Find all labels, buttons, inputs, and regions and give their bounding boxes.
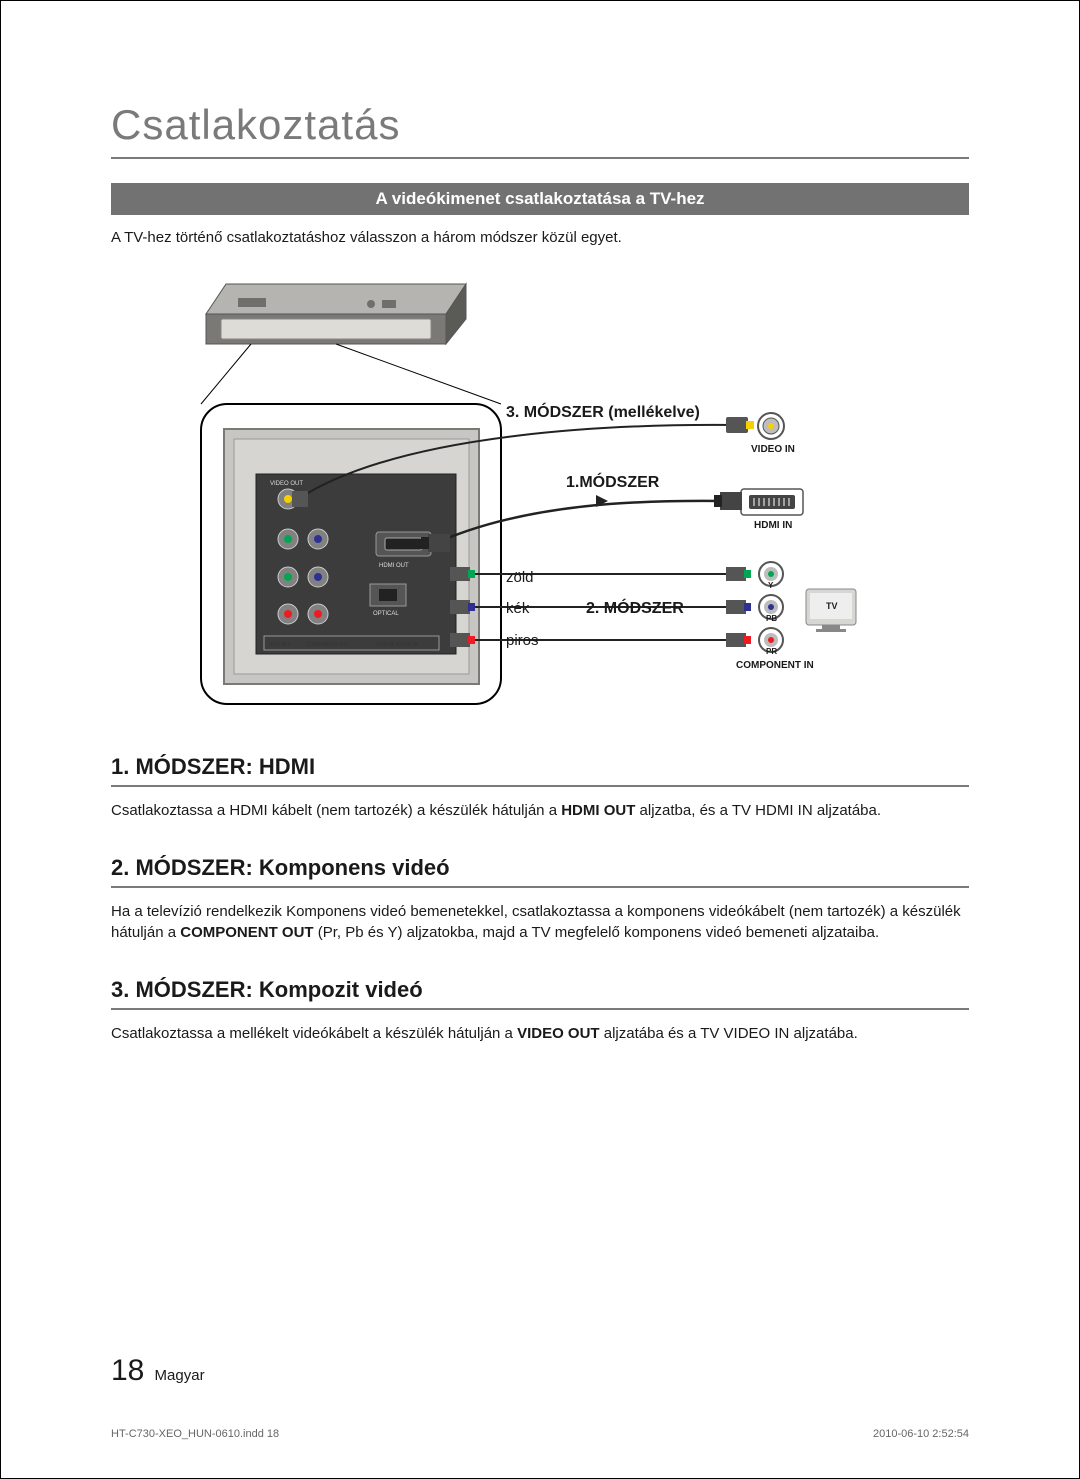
method2-heading: 2. MÓDSZER: Komponens videó [111, 855, 969, 888]
pr-label: PR [766, 647, 777, 656]
back-panel-icon: VIDEO OUT HDMI OUT OPTICAL AUX IN 2 COMP… [201, 404, 501, 704]
method3-heading: 3. MÓDSZER: Kompozit videó [111, 977, 969, 1010]
tv-component-in-icon [759, 562, 783, 652]
section-header: A videókimenet csatlakoztatása a TV-hez [111, 183, 969, 215]
language-label: Magyar [155, 1367, 205, 1384]
method3-body: Csatlakoztassa a mellékelt videókábelt a… [111, 1024, 969, 1044]
method1-body: Csatlakoztassa a HDMI kábelt (nem tartoz… [111, 801, 969, 821]
svg-text:OPTICAL: OPTICAL [373, 611, 399, 617]
method1-heading: 1. MÓDSZER: HDMI [111, 754, 969, 787]
connection-diagram: VIDEO OUT HDMI OUT OPTICAL AUX IN 2 COMP… [166, 274, 866, 714]
diagram-method3-label: 3. MÓDSZER (mellékelve) [506, 404, 700, 422]
svg-text:VIDEO OUT: VIDEO OUT [270, 481, 303, 487]
pb-label: PB [766, 614, 777, 623]
method2-text-bold: COMPONENT OUT [180, 924, 313, 941]
diagram-green-label: zöld [506, 569, 534, 586]
hdmi-in-label: HDMI IN [754, 520, 792, 531]
svg-text:DIGITAL AUDIO IN: DIGITAL AUDIO IN [376, 642, 419, 648]
svg-text:COMPONENT OUT: COMPONENT OUT [306, 642, 350, 648]
diagram-red-label: piros [506, 632, 539, 649]
diagram-method1-label: 1.MÓDSZER [566, 474, 659, 492]
method2-text-c: (Pr, Pb és Y) aljzatokba, majd a TV megf… [314, 924, 880, 941]
intro-text: A TV-hez történő csatlakoztatáshoz válas… [111, 229, 969, 246]
method2-body: Ha a televízió rendelkezik Komponens vid… [111, 902, 969, 943]
method1-text-a: Csatlakoztassa a HDMI kábelt (nem tartoz… [111, 802, 561, 819]
diagram-method2-label: 2. MÓDSZER [586, 600, 684, 618]
print-file: HT-C730-XEO_HUN-0610.indd 18 [111, 1428, 279, 1440]
device-top-icon [206, 284, 466, 344]
print-metadata: HT-C730-XEO_HUN-0610.indd 18 2010-06-10 … [111, 1428, 969, 1440]
tv-label: TV [826, 601, 838, 611]
component-in-label: COMPONENT IN [736, 660, 814, 671]
page-number: 18 [111, 1354, 144, 1387]
y-label: Y [768, 581, 773, 590]
svg-text:AUX IN 2: AUX IN 2 [270, 642, 291, 648]
method3-text-bold: VIDEO OUT [517, 1025, 600, 1042]
method1-text-bold: HDMI OUT [561, 802, 635, 819]
page-footer: 18 Magyar [111, 1354, 205, 1388]
method1-text-c: aljzatba, és a TV HDMI IN aljzatába. [635, 802, 881, 819]
svg-text:HDMI OUT: HDMI OUT [379, 563, 409, 569]
print-timestamp: 2010-06-10 2:52:54 [873, 1428, 969, 1440]
tv-video-in-icon [758, 413, 784, 439]
page-title: Csatlakoztatás [111, 101, 969, 159]
method3-text-c: aljzatába és a TV VIDEO IN aljzatába. [600, 1025, 858, 1042]
tv-hdmi-in-icon [741, 489, 803, 515]
diagram-blue-label: kék [506, 600, 529, 617]
video-in-label: VIDEO IN [751, 444, 795, 455]
method3-text-a: Csatlakoztassa a mellékelt videókábelt a… [111, 1025, 517, 1042]
